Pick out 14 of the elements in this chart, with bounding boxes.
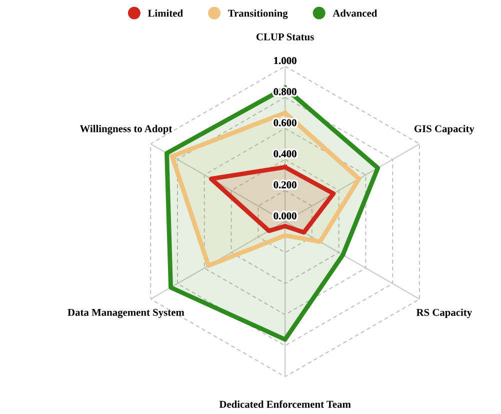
legend-label: Transitioning bbox=[228, 9, 288, 19]
spoke-label: CLUP Status bbox=[256, 33, 314, 40]
y-tick-label: 0.200 bbox=[274, 181, 296, 188]
y-tick-label: 0.400 bbox=[274, 150, 296, 158]
y-tick-label: 1.000 bbox=[274, 57, 296, 64]
y-tick-label: 0.600 bbox=[274, 119, 296, 126]
spoke-label: Willingness to Adopt bbox=[80, 124, 172, 134]
spoke-label: GIS Capacity bbox=[414, 124, 474, 134]
spoke-label: RS Capacity bbox=[416, 308, 472, 318]
y-tick-label: 0.000 bbox=[274, 212, 296, 220]
legend-label: Advanced bbox=[332, 9, 378, 17]
spoke-label: Data Management System bbox=[68, 308, 184, 318]
spoke-label: Dedicated Enforcement Team bbox=[219, 400, 351, 408]
legend-label: Limited bbox=[148, 9, 183, 17]
